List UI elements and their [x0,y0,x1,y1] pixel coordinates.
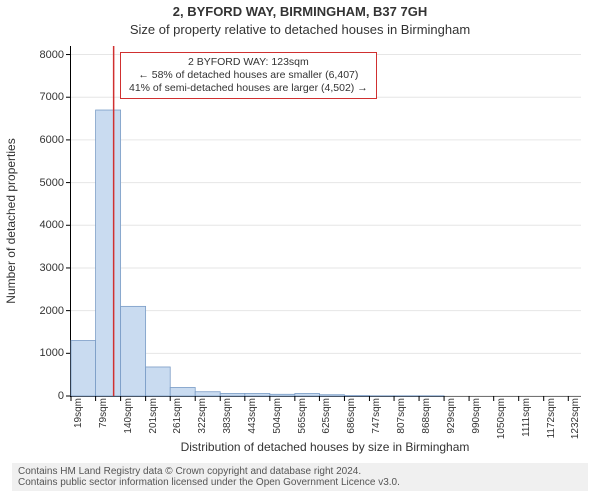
chart-title-main: 2, BYFORD WAY, BIRMINGHAM, B37 7GH [0,4,600,19]
x-tick-label: 140sqm [123,398,134,458]
annotation-line-1: 2 BYFORD WAY: 123sqm [129,56,368,69]
chart-title-sub: Size of property relative to detached ho… [0,22,600,37]
x-tick-label: 807sqm [396,398,407,458]
credit-line-2: Contains public sector information licen… [18,477,582,488]
x-tick-label: 79sqm [98,398,109,458]
y-tick-label: 8000 [14,49,64,61]
y-tick-label: 7000 [14,91,64,103]
x-tick-label: 929sqm [446,398,457,458]
histogram-bar [121,306,146,396]
x-tick-label: 19sqm [73,398,84,458]
x-tick-label: 1232sqm [570,398,581,458]
credit-line-1: Contains HM Land Registry data © Crown c… [18,466,582,477]
y-tick-label: 2000 [14,305,64,317]
annotation-line-3: 41% of semi-detached houses are larger (… [129,82,368,95]
annotation-line-2: ← 58% of detached houses are smaller (6,… [129,69,368,82]
histogram-bar [270,394,295,396]
annotation-box: 2 BYFORD WAY: 123sqm ← 58% of detached h… [120,52,377,99]
x-tick-label: 747sqm [371,398,382,458]
x-tick-label: 443sqm [247,398,258,458]
x-tick-label: 201sqm [148,398,159,458]
y-tick-label: 1000 [14,347,64,359]
x-tick-label: 686sqm [346,398,357,458]
histogram-bar [195,392,220,396]
x-tick-label: 261sqm [172,398,183,458]
page-container: { "titles": { "main": "2, BYFORD WAY, BI… [0,0,600,500]
x-tick-label: 990sqm [471,398,482,458]
histogram-bar [220,393,245,396]
histogram-bar [146,367,171,396]
x-tick-label: 1050sqm [496,398,507,458]
x-tick-label: 383sqm [222,398,233,458]
y-tick-label: 4000 [14,219,64,231]
histogram-bar [319,395,344,396]
x-tick-label: 504sqm [272,398,283,458]
histogram-bar [245,393,270,396]
y-tick-label: 5000 [14,177,64,189]
y-tick-label: 0 [14,390,64,402]
x-tick-label: 1172sqm [546,398,557,458]
histogram-bar [170,387,195,396]
credit-box: Contains HM Land Registry data © Crown c… [12,463,588,491]
histogram-bar [295,393,320,396]
x-tick-label: 625sqm [321,398,332,458]
x-tick-label: 565sqm [297,398,308,458]
histogram-bar [96,110,121,396]
x-tick-label: 868sqm [421,398,432,458]
y-tick-label: 3000 [14,262,64,274]
x-tick-label: 322sqm [197,398,208,458]
histogram-bar [71,341,96,396]
y-tick-label: 6000 [14,134,64,146]
x-tick-label: 1111sqm [521,398,532,458]
